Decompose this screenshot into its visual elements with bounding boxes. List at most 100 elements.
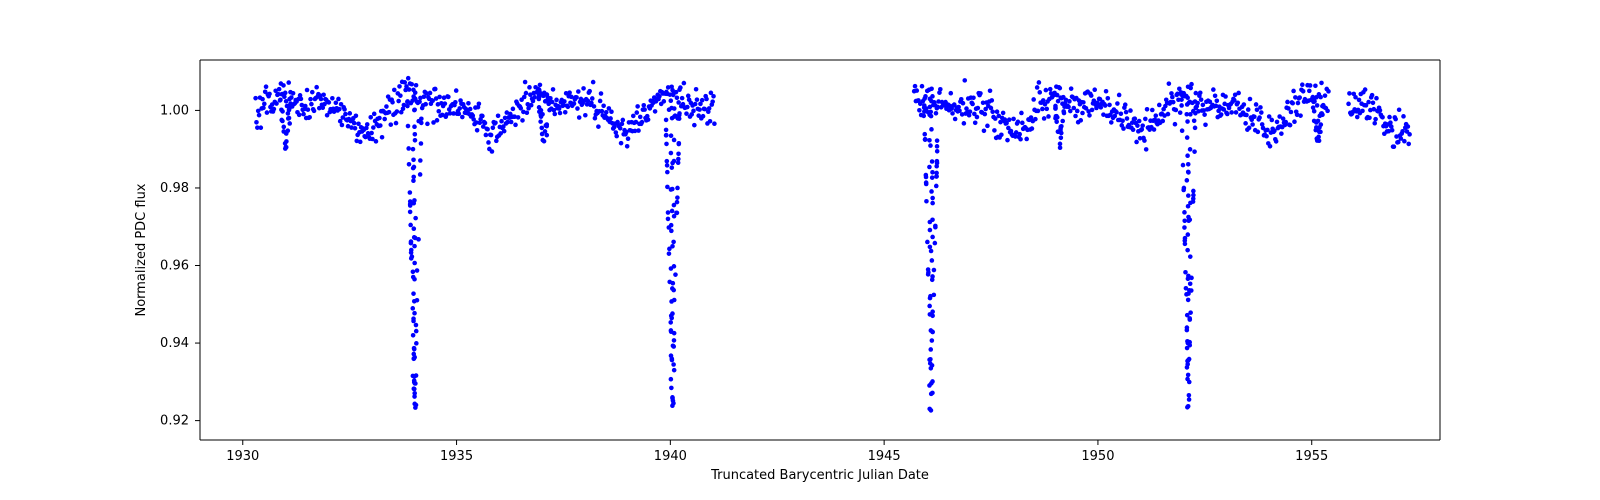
data-point (581, 86, 586, 91)
data-point (666, 210, 671, 215)
data-point (1198, 90, 1203, 95)
data-point (411, 178, 416, 183)
data-point (413, 405, 418, 410)
data-point (409, 239, 414, 244)
data-point (1297, 95, 1302, 100)
data-point (671, 281, 676, 286)
data-point (1363, 87, 1368, 92)
data-point (347, 111, 352, 116)
data-point (631, 114, 636, 119)
data-point (537, 93, 542, 98)
x-tick-label: 1945 (868, 449, 901, 464)
data-point (538, 119, 543, 124)
data-point (1031, 97, 1036, 102)
data-point (1234, 110, 1239, 115)
data-point (932, 268, 937, 273)
lightcurve-scatter-plot: 1930193519401945195019550.920.940.960.98… (0, 0, 1600, 500)
data-point (1186, 162, 1191, 167)
data-point (527, 85, 532, 90)
data-point (414, 329, 419, 334)
data-point (1291, 89, 1296, 94)
data-point (278, 97, 283, 102)
data-point (309, 102, 314, 107)
data-point (704, 97, 709, 102)
data-point (483, 121, 488, 126)
data-point (971, 96, 976, 101)
data-point (1285, 100, 1290, 105)
data-point (520, 118, 525, 123)
data-point (927, 304, 932, 309)
data-point (405, 99, 410, 104)
data-point (672, 264, 677, 269)
data-point (330, 96, 335, 101)
data-point (1058, 86, 1063, 91)
data-point (708, 119, 713, 124)
data-point (934, 111, 939, 116)
data-point (1201, 103, 1206, 108)
data-point (1011, 117, 1016, 122)
data-point (1186, 204, 1191, 209)
data-point (1001, 111, 1006, 116)
data-point (1071, 106, 1076, 111)
data-point (929, 249, 934, 254)
data-point (673, 272, 678, 277)
data-point (1390, 128, 1395, 133)
data-point (618, 126, 623, 131)
data-point (412, 226, 417, 231)
data-point (538, 83, 543, 88)
data-point (412, 124, 417, 129)
data-point (532, 95, 537, 100)
data-point (930, 159, 935, 164)
data-point (408, 223, 413, 228)
data-point (1134, 140, 1139, 145)
data-point (669, 377, 674, 382)
data-point (407, 87, 412, 92)
data-point (1073, 114, 1078, 119)
data-point (668, 98, 673, 103)
data-point (337, 107, 342, 112)
data-point (1185, 153, 1190, 158)
data-point (494, 139, 499, 144)
data-point (566, 104, 571, 109)
data-point (926, 267, 931, 272)
data-point (1312, 119, 1317, 124)
data-point (930, 201, 935, 206)
data-point (547, 97, 552, 102)
data-point (1250, 122, 1255, 127)
data-point (1170, 95, 1175, 100)
data-point (930, 170, 935, 175)
data-point (1125, 116, 1130, 121)
data-point (277, 87, 282, 92)
data-point (1246, 107, 1251, 112)
data-point (667, 247, 672, 252)
data-point (973, 120, 978, 125)
data-point (1194, 91, 1199, 96)
data-point (1182, 225, 1187, 230)
data-point (411, 291, 416, 296)
data-point (1089, 93, 1094, 98)
data-point (929, 87, 934, 92)
data-point (1360, 109, 1365, 114)
data-point (929, 366, 934, 371)
y-axis-label: Normalized PDC flux (134, 183, 149, 316)
data-point (1007, 117, 1012, 122)
data-point (672, 338, 677, 343)
data-point (1183, 270, 1188, 275)
data-point (1252, 114, 1257, 119)
data-point (368, 115, 373, 120)
data-point (291, 91, 296, 96)
data-point (395, 109, 400, 114)
data-point (914, 88, 919, 93)
data-point (928, 347, 933, 352)
data-point (353, 126, 358, 131)
data-point (676, 152, 681, 157)
data-point (961, 101, 966, 106)
data-point (625, 144, 630, 149)
data-point (575, 106, 580, 111)
data-point (406, 146, 411, 151)
data-point (1081, 100, 1086, 105)
data-point (1059, 136, 1064, 141)
data-point (962, 121, 967, 126)
data-point (1133, 116, 1138, 121)
data-point (948, 91, 953, 96)
